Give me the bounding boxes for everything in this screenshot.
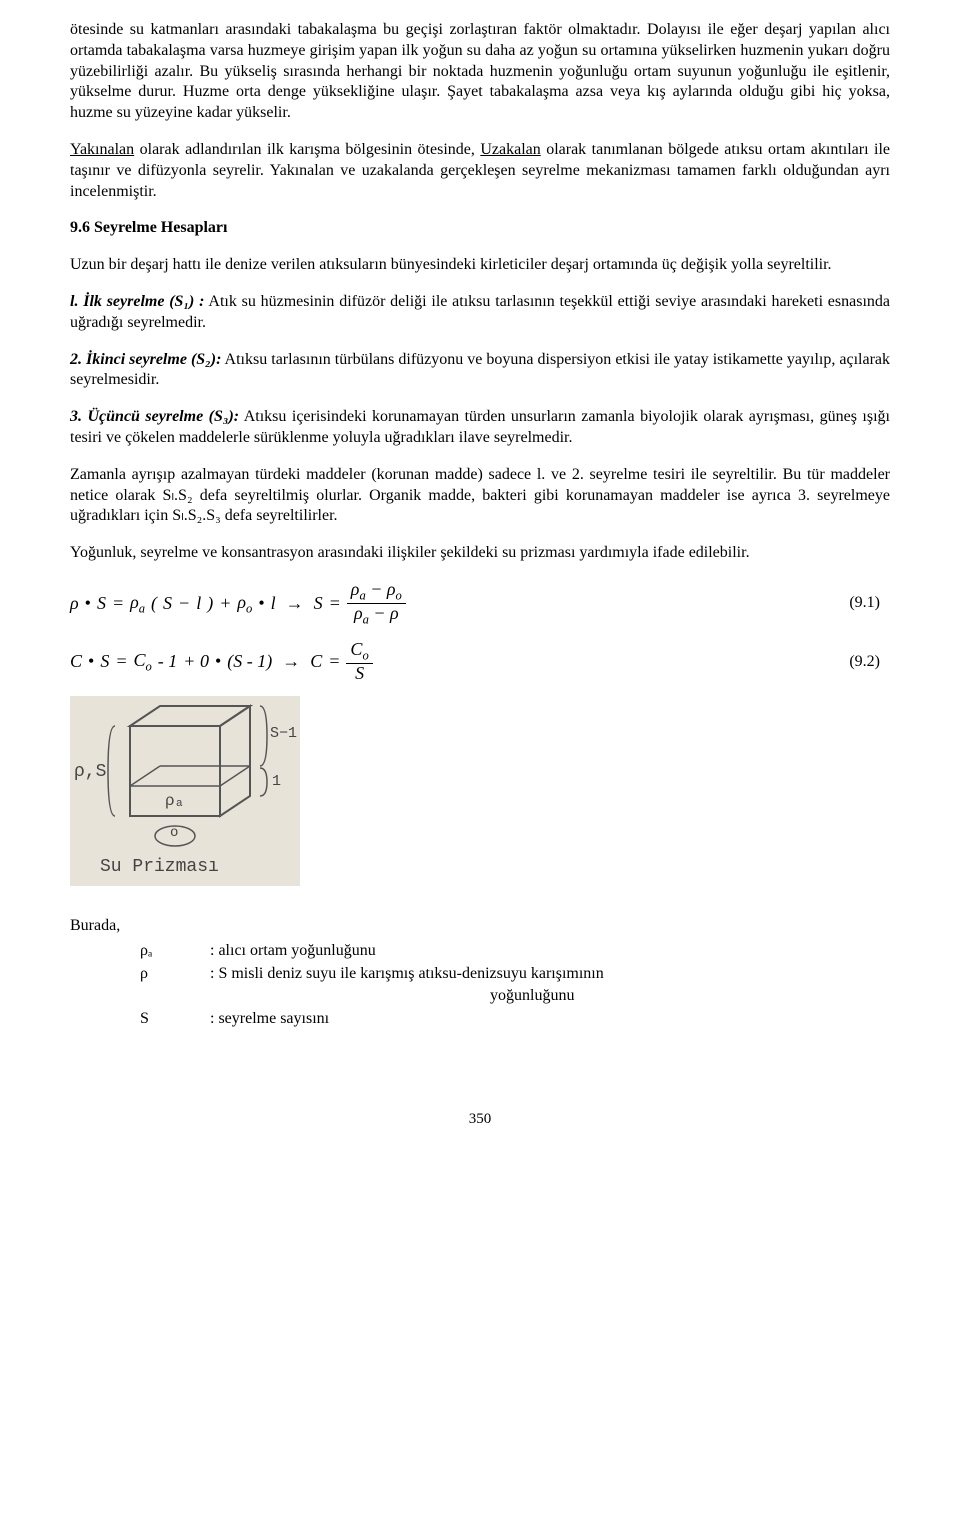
- paragraph-1: ötesinde su katmanları arasındaki tabaka…: [70, 20, 890, 124]
- label-one: 1: [272, 772, 281, 792]
- paragraph-3: Uzun bir deşarj hattı ile denize verilen…: [70, 255, 890, 276]
- equation-number-9-1: (9.1): [849, 593, 890, 614]
- paragraph-4: Zamanla ayrışıp azalmayan türdeki maddel…: [70, 465, 890, 527]
- definitions-title: Burada,: [70, 916, 890, 937]
- label-s-minus-1: S−1: [270, 724, 297, 744]
- figure-caption: Su Prizması: [100, 856, 219, 879]
- paragraph-2: Yakınalan olarak adlandırılan ilk karışm…: [70, 140, 890, 202]
- label-o: o: [170, 824, 178, 842]
- definition-row: yoğunluğunu: [70, 986, 890, 1007]
- list-item-1: l. İlk seyrelme (S₁) : Atık su hüzmesini…: [70, 292, 890, 334]
- term-yakinalan: Yakınalan: [70, 141, 134, 158]
- label-rho-s: ρ,S: [74, 761, 106, 784]
- label-rho-a: ρₐ: [165, 791, 184, 812]
- equation-9-1: ρ•S = ρa (S−l) + ρo •l → S= ρa − ρo ρa −…: [70, 580, 890, 628]
- definition-row: ρₐ: alıcı ortam yoğunluğunu: [70, 941, 890, 962]
- prism-figure: ρ,S ρₐ o S−1 1 Su Prizması: [70, 696, 300, 886]
- paragraph-5: Yoğunluk, seyrelme ve konsantrasyon aras…: [70, 543, 890, 564]
- list-item-2: 2. İkinci seyrelme (S₂): Atıksu tarlasın…: [70, 350, 890, 392]
- definition-row: ρ: S misli deniz suyu ile karışmış atıks…: [70, 964, 890, 985]
- equation-9-2: C•S = Co - 1 + 0• (S - 1) → C= Co S (9.2…: [70, 640, 890, 684]
- definitions-block: Burada, ρₐ: alıcı ortam yoğunluğunuρ: S …: [70, 916, 890, 1030]
- definition-row: S: seyrelme sayısını: [70, 1009, 890, 1030]
- list-item-3: 3. Üçüncü seyrelme (S₃): Atıksu içerisin…: [70, 407, 890, 449]
- equation-number-9-2: (9.2): [849, 652, 890, 673]
- term-uzakalan: Uzakalan: [480, 141, 540, 158]
- page-number: 350: [70, 1110, 890, 1130]
- section-heading: 9.6 Seyrelme Hesapları: [70, 218, 890, 239]
